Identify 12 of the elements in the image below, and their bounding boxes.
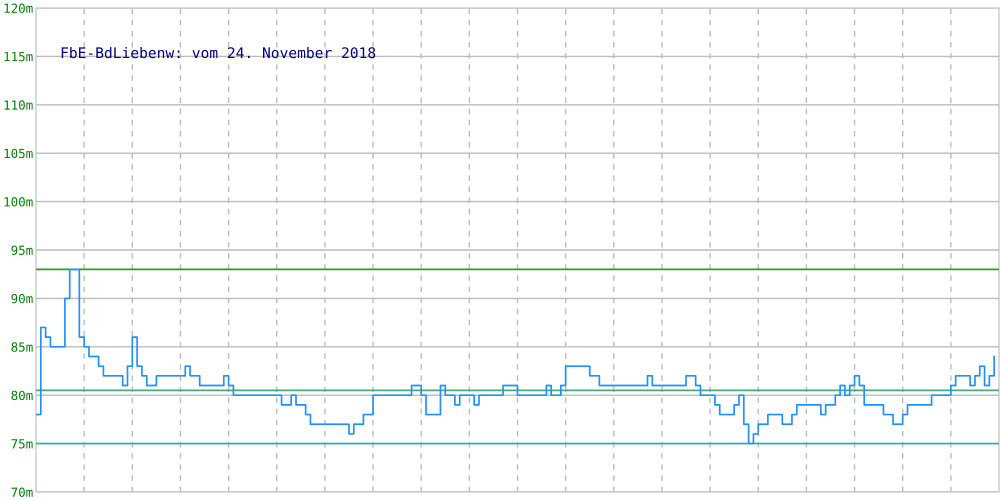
y-tick-label: 75m (11, 439, 33, 449)
y-tick-label: 80m (11, 390, 33, 400)
y-tick-label: 115m (4, 52, 33, 62)
text: FbE-BdLiebenw: vom 24. November 2018 (62, 46, 376, 58)
y-tick-label: 110m (4, 100, 33, 110)
y-tick-label: 90m (11, 294, 33, 304)
y-tick-label: 95m (11, 246, 33, 255)
y-tick-label: 105m (4, 148, 33, 158)
y-tick-label: 85m (11, 342, 33, 352)
y-tick-label: 100m (4, 197, 33, 207)
y-tick-label: 70m (11, 488, 33, 497)
y-tick-label: 120m (4, 4, 33, 13)
